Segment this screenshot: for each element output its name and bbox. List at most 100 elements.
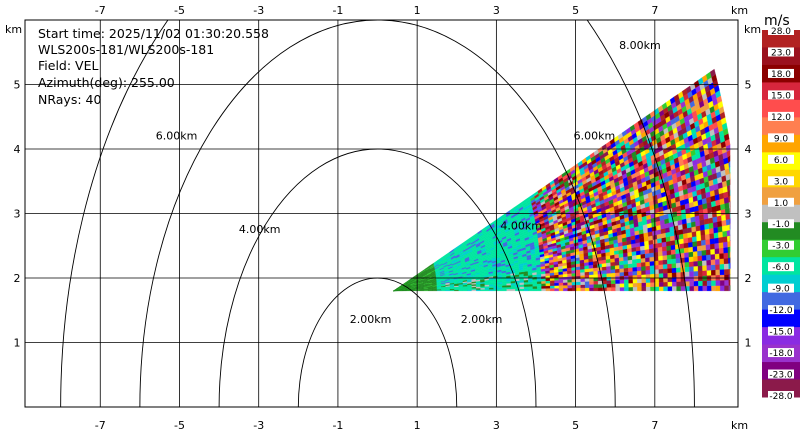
velocity-cell — [485, 289, 489, 291]
velocity-cell — [662, 251, 667, 256]
velocity-cell — [559, 285, 563, 288]
velocity-cell — [633, 275, 638, 279]
velocity-cell — [713, 222, 718, 228]
velocity-cell — [676, 263, 681, 268]
velocity-cell — [724, 264, 729, 270]
velocity-cell — [718, 232, 723, 238]
info-field: Field: VEL — [38, 58, 98, 73]
velocity-cell — [650, 265, 655, 270]
velocity-cell — [637, 259, 642, 264]
velocity-cell — [568, 285, 572, 288]
velocity-cell — [719, 242, 724, 248]
velocity-cell — [581, 278, 585, 281]
velocity-cell — [594, 284, 598, 287]
velocity-cell — [624, 260, 629, 264]
velocity-cell — [628, 264, 633, 268]
velocity-cell — [629, 275, 633, 279]
x-tick-label-top: 5 — [572, 4, 579, 17]
velocity-cell — [641, 254, 646, 259]
velocity-cell — [542, 286, 546, 289]
colorbar-label: -6.0 — [772, 263, 790, 273]
velocity-cell — [698, 256, 703, 262]
velocity-cell — [611, 266, 616, 270]
velocity-cell — [650, 270, 655, 275]
velocity-cell — [668, 282, 672, 287]
y-tick-label-right: 2 — [745, 272, 752, 285]
velocity-cell — [629, 287, 633, 291]
x-tick-label-bottom: -7 — [95, 419, 106, 432]
velocity-cell — [655, 282, 659, 286]
velocity-cell — [494, 289, 498, 291]
velocity-cell — [546, 283, 550, 286]
range-ring-label: 6.00km — [156, 129, 198, 142]
velocity-cell — [716, 270, 720, 276]
velocity-cell — [722, 225, 727, 231]
velocity-cell — [550, 280, 554, 283]
velocity-cell — [589, 284, 593, 287]
velocity-cell — [559, 283, 563, 286]
velocity-cell — [698, 261, 703, 266]
velocity-cell — [502, 287, 506, 289]
info-azimuth: Azimuth(deg): 255.00 — [38, 75, 175, 90]
x-tick-label-top: 1 — [414, 4, 421, 17]
velocity-cell — [724, 269, 728, 275]
velocity-cell — [716, 280, 720, 285]
velocity-cell — [624, 279, 628, 283]
velocity-cell — [715, 243, 720, 249]
velocity-cell — [589, 271, 594, 275]
velocity-cell — [689, 261, 694, 266]
velocity-cell — [611, 287, 615, 291]
velocity-cell — [668, 286, 672, 291]
velocity-cell — [520, 282, 524, 284]
velocity-cell — [720, 259, 725, 265]
velocity-cell — [485, 288, 489, 290]
velocity-cell — [594, 281, 598, 284]
velocity-cell — [706, 239, 711, 245]
velocity-cell — [607, 287, 611, 291]
velocity-cell — [671, 245, 676, 250]
velocity-cell — [679, 239, 684, 245]
velocity-cell — [633, 279, 637, 283]
velocity-cell — [715, 248, 720, 254]
velocity-cell — [520, 289, 524, 291]
velocity-cell — [611, 280, 616, 284]
velocity-cell — [715, 259, 720, 265]
velocity-cell — [615, 265, 619, 269]
velocity-cell — [662, 242, 667, 247]
velocity-cell — [702, 245, 707, 251]
colorbar-label: -12.0 — [769, 306, 793, 316]
velocity-cell — [637, 279, 641, 283]
velocity-cell — [615, 269, 620, 273]
x-tick-label-bottom: -1 — [332, 419, 343, 432]
velocity-cell — [655, 287, 659, 291]
velocity-cell — [684, 252, 689, 257]
velocity-cell — [459, 290, 463, 291]
velocity-cell — [576, 288, 580, 291]
velocity-cell — [620, 287, 624, 291]
velocity-cell — [581, 285, 585, 288]
colorbar-label: 1.0 — [774, 199, 789, 209]
velocity-cell — [637, 267, 642, 271]
velocity-cell — [507, 289, 511, 291]
range-ring-label: 8.00km — [619, 39, 661, 52]
velocity-cell — [667, 245, 672, 250]
velocity-cell — [476, 290, 480, 291]
velocity-cell — [702, 265, 707, 270]
velocity-cell — [711, 286, 715, 291]
velocity-cell — [689, 247, 694, 253]
velocity-cell — [720, 264, 725, 270]
velocity-cell — [668, 268, 673, 273]
velocity-cell — [724, 275, 728, 281]
velocity-cell — [520, 287, 524, 289]
velocity-cell — [725, 280, 729, 286]
y-tick-label-left: 1 — [14, 337, 21, 350]
velocity-cell — [563, 288, 567, 291]
velocity-cell — [624, 276, 629, 280]
velocity-cell — [703, 281, 707, 286]
velocity-cell — [705, 229, 710, 235]
velocity-cell — [706, 249, 711, 255]
velocity-cell — [615, 272, 620, 276]
velocity-cell — [629, 283, 633, 287]
velocity-cell — [611, 284, 615, 288]
